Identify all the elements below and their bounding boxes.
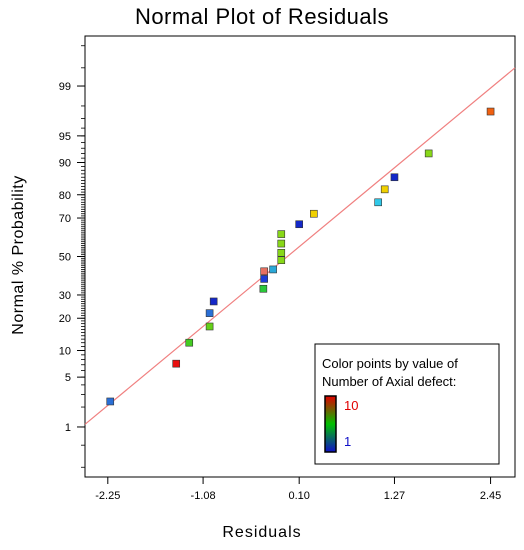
legend-title-line1: Color points by value of — [322, 356, 458, 371]
y-tick-label: 20 — [59, 313, 71, 325]
y-axis: 1 5 10 20 30 50 70 80 90 95 99 — [59, 45, 85, 468]
legend-color-bar — [324, 395, 337, 453]
x-tick-label: 1.27 — [384, 490, 405, 502]
data-point — [310, 209, 318, 218]
data-point — [277, 256, 286, 264]
data-point — [424, 149, 433, 158]
y-tick-label: 95 — [59, 131, 71, 143]
x-axis-title: Residuals — [222, 524, 302, 541]
y-tick-label: 50 — [59, 252, 71, 264]
reference-line — [84, 67, 516, 425]
data-point — [260, 275, 268, 283]
legend-box — [314, 343, 500, 465]
y-tick-label: 1 — [65, 422, 71, 434]
data-point — [205, 309, 214, 317]
data-point — [277, 230, 286, 238]
x-tick-label: -1.08 — [191, 490, 216, 502]
x-axis: -2.25 -1.08 0.10 1.27 2.45 — [95, 477, 501, 502]
data-point — [374, 198, 382, 207]
data-point — [259, 284, 268, 293]
data-point — [260, 267, 268, 276]
y-tick-label: 90 — [59, 157, 71, 169]
y-tick-label: 99 — [59, 81, 71, 93]
y-tick-label: 10 — [59, 346, 71, 358]
data-point — [172, 359, 181, 368]
data-points — [106, 107, 495, 406]
data-point — [269, 265, 277, 274]
data-point — [486, 107, 495, 116]
x-tick-label: 0.10 — [288, 490, 309, 502]
data-point — [380, 185, 389, 194]
y-axis-label: Normal % Probability — [10, 175, 27, 334]
data-point — [209, 297, 218, 306]
legend-min-label: 1 — [344, 434, 351, 449]
y-tick-label: 30 — [59, 290, 71, 302]
legend: Color points by value of Number of Axial… — [314, 343, 500, 465]
y-tick-label: 5 — [65, 372, 71, 384]
data-point — [390, 173, 399, 182]
legend-max-label: 10 — [344, 398, 358, 413]
legend-title-line2: Number of Axial defect: — [322, 374, 456, 389]
data-point — [185, 338, 194, 347]
data-point — [295, 220, 303, 229]
x-tick-label: -2.25 — [95, 490, 120, 502]
y-tick-label: 70 — [59, 213, 71, 225]
y-tick-label: 80 — [59, 190, 71, 202]
chart-title: Normal Plot of Residuals — [134, 4, 390, 29]
data-point — [277, 239, 286, 248]
data-point — [106, 397, 115, 406]
data-point — [205, 322, 214, 331]
data-point — [277, 249, 286, 257]
x-tick-label: 2.45 — [480, 490, 501, 502]
